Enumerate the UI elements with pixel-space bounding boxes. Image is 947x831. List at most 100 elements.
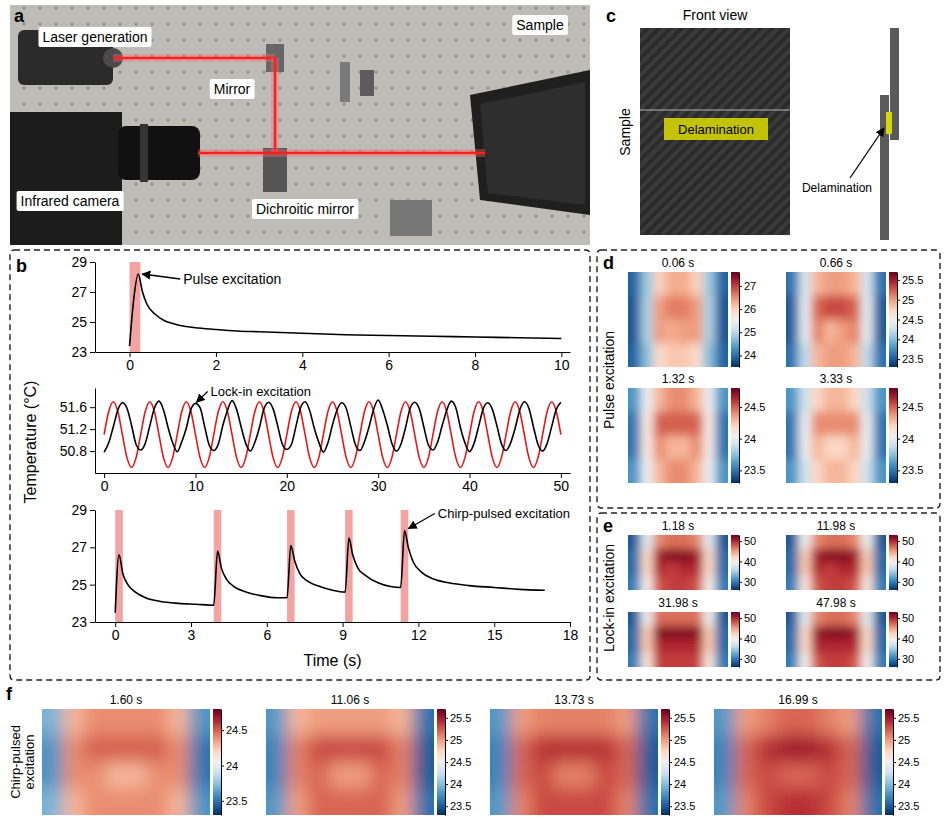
heat-cell [641, 653, 654, 667]
colorbar-tick-label: 25 [744, 326, 756, 338]
x-tick: 4 [299, 352, 307, 373]
heat-cell [691, 388, 704, 412]
heat-cell [691, 535, 704, 549]
colorbar-tick-mark [897, 541, 900, 542]
heat-cell [786, 640, 799, 654]
heat-cell [735, 709, 757, 736]
y-tick-mark [90, 352, 95, 353]
heat-cell [836, 272, 849, 296]
heat-cell [574, 709, 596, 736]
panel-letter: c [606, 6, 616, 26]
colorbar-tick: 23.5 [445, 800, 471, 812]
heat-cell [849, 563, 862, 577]
heat-cell [189, 789, 210, 816]
heat-cell [861, 436, 874, 460]
heat-cell [105, 789, 127, 816]
heat-cell [511, 736, 533, 763]
colorbar-axis: 304050 [739, 535, 756, 590]
heatmap: 1.60 s23.52424.5 [42, 693, 247, 816]
colorbar-tick: 30 [897, 653, 914, 665]
colorbar-tick-mark [739, 618, 742, 619]
heatmap: 1.18 s304050 [628, 519, 756, 591]
x-tick-label: 12 [411, 627, 427, 643]
colorbar-tick: 24.5 [221, 724, 247, 736]
sample-front [640, 28, 790, 235]
heat-cell [824, 412, 837, 436]
heat-cell [666, 563, 679, 577]
heat-cell [840, 736, 862, 763]
frame-title: 11.98 s [817, 519, 855, 533]
colorbar-tick: 24 [221, 760, 238, 772]
heat-cell [861, 320, 874, 344]
heat-cell [799, 320, 812, 344]
heat-cell [595, 789, 617, 816]
heat-cell [532, 709, 554, 736]
heat-cell [653, 626, 666, 640]
row-label: Pulse excitation [601, 331, 617, 429]
colorbar-axis: 23.52424.52525.5 [897, 273, 923, 368]
heat-cell [105, 736, 127, 763]
thermal-image [266, 709, 434, 815]
colorbar-tick-mark [445, 740, 448, 741]
y-tick: 51.6 [60, 399, 95, 415]
sample-face [480, 82, 585, 205]
heat-cell [666, 388, 679, 412]
colorbar-tick-mark [445, 806, 448, 807]
heat-cell [824, 576, 837, 590]
heatmap: 3.33 s23.52424.5 [786, 372, 923, 484]
plot-area [130, 262, 562, 352]
line-chart: 0102030405050.851.251.6Lock-in excitatio… [60, 384, 571, 494]
heat-cell [641, 412, 654, 436]
heat-cell [678, 640, 691, 654]
heat-cell [786, 272, 799, 296]
colorbar [889, 612, 897, 667]
heat-cell [861, 640, 874, 654]
heat-cell [691, 612, 704, 626]
x-tick-label: 18 [563, 627, 579, 643]
x-axis: 01020304050 [96, 473, 571, 494]
x-tick: 0 [112, 622, 120, 643]
heat-cell [532, 762, 554, 789]
heat-cell [799, 412, 812, 436]
heat-cell [653, 320, 666, 344]
heat-cell [874, 436, 887, 460]
heat-cell [849, 320, 862, 344]
colorbar-tick-mark [221, 766, 224, 767]
heat-cell [849, 576, 862, 590]
heat-cell [641, 296, 654, 320]
thermal-image [628, 272, 728, 367]
heat-cell [799, 653, 812, 667]
heat-cell [836, 412, 849, 436]
x-tick: 0 [101, 473, 109, 494]
panel-a-photo [10, 5, 590, 245]
colorbar-tick: 24 [897, 433, 914, 445]
heat-cell [168, 709, 190, 736]
colorbar-tick-label: 23.5 [226, 795, 247, 807]
colorbar-tick-label: 23.5 [902, 353, 923, 365]
x-tick: 50 [554, 473, 570, 494]
heat-cell [147, 762, 169, 789]
heat-cell [641, 576, 654, 590]
colorbar-tick: 24 [445, 778, 462, 790]
colorbar-tick-mark [739, 470, 742, 471]
colorbar-tick-label: 26 [744, 303, 756, 315]
heat-cell [574, 736, 596, 763]
laser-glow [271, 58, 279, 153]
heat-cell [553, 762, 575, 789]
y-tick-mark [90, 585, 95, 586]
heat-cell [849, 412, 862, 436]
heat-cell [703, 320, 716, 344]
heat-cell [874, 576, 887, 590]
colorbar-tick: 26 [739, 303, 756, 315]
table-holes [10, 5, 590, 245]
x-tick-label: 50 [554, 478, 570, 494]
colorbar-tick-label: 24.5 [450, 756, 471, 768]
heat-cell [637, 762, 658, 789]
thermal-cells [490, 709, 658, 815]
line-chart: 036912151823252729Chirp-pulsed excitatio… [71, 502, 578, 643]
heat-cell [819, 789, 841, 816]
x-tick: 0 [126, 352, 134, 373]
heat-cell [811, 436, 824, 460]
x-tick-label: 2 [213, 357, 221, 373]
heat-cell [849, 549, 862, 563]
